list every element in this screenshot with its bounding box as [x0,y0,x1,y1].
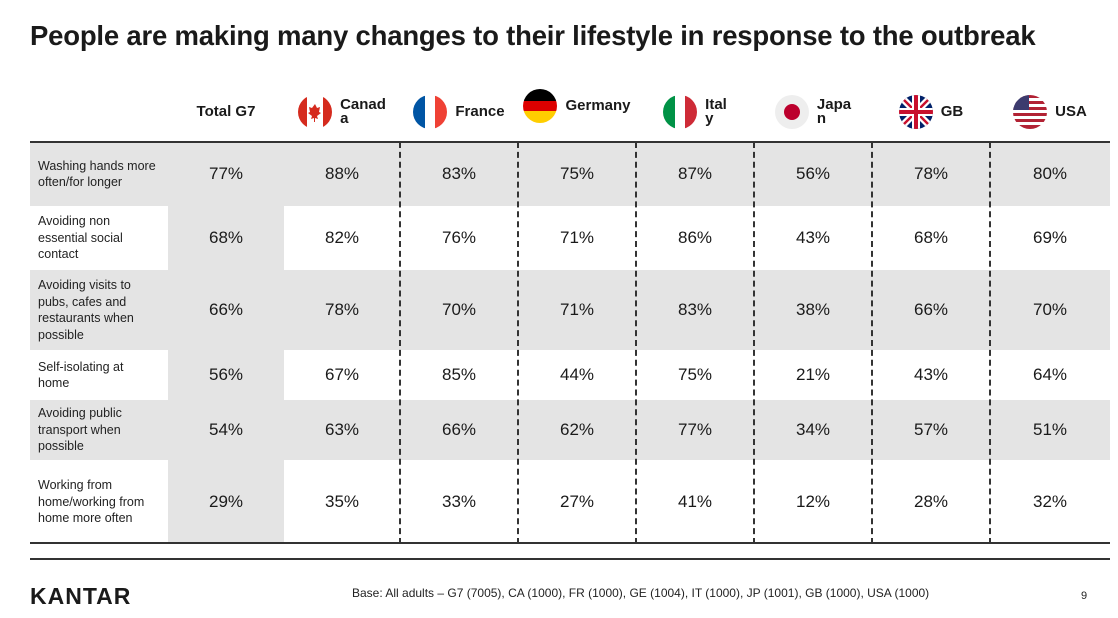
column-separator [399,142,401,544]
table-cell: 66% [208,300,244,319]
table-bottom-divider [30,542,1110,544]
table-cell: 75% [677,365,713,384]
table-cell: 80% [1032,164,1068,183]
table-cell: 21% [795,365,831,384]
france-flag-icon [413,95,448,129]
table-cell: 67% [324,365,360,384]
table-cell: 32% [1032,492,1068,511]
header-divider [30,141,1110,143]
page-title: People are making many changes to their … [30,20,1036,51]
table-cell: 85% [441,365,477,384]
column-header-label: France [455,103,505,120]
table-cell: 54% [208,420,244,439]
table-cell: 71% [559,228,595,247]
row-label: Avoiding non essential social contact [38,214,123,262]
uk-flag-icon [898,95,933,129]
column-header-label: Ital y [705,96,727,127]
table-cell: 35% [324,492,360,511]
column-header: GB [872,82,990,142]
table-cell: 83% [441,164,477,183]
table-cell: 43% [913,365,949,384]
table-cell: 68% [913,228,949,247]
table-cell: 56% [208,365,244,384]
table-cell: 51% [1032,420,1068,439]
table-cell: 78% [913,164,949,183]
column-header-label: Japa n [816,96,852,127]
kantar-logo: KANTAR [30,583,132,609]
table-cell: 78% [324,300,360,319]
column-separator [635,142,637,544]
column-separator [989,142,991,544]
page-number: 9 [1081,590,1088,602]
column-separator [871,142,873,544]
column-header-label: Total G7 [196,103,256,120]
row-label: Avoiding public transport when possible [38,406,122,454]
table-cell: 69% [1032,228,1068,247]
row-label: Washing hands more often/for longer [38,158,156,190]
table-cell: 62% [559,420,595,439]
table-cell: 34% [795,420,831,439]
column-header-label: GB [940,103,964,120]
table-cell: 82% [324,228,360,247]
footer-divider [30,558,1110,560]
table-cell: 86% [677,228,713,247]
table-cell: 41% [677,492,713,511]
table-cell: 27% [559,492,595,511]
table-cell: 44% [559,365,595,384]
table-cell: 77% [677,420,713,439]
japan-flag-icon [774,95,809,129]
column-header: France [400,82,518,142]
table-cell: 87% [677,164,713,183]
row-label: Working from home/working from home more… [38,478,145,526]
row-label: Avoiding visits to pubs, cafes and resta… [38,278,134,342]
column-header-label: Germany [565,97,631,114]
table-cell: 33% [441,492,477,511]
table-cell: 64% [1032,365,1068,384]
results-table: Total G7 Canad a France Germany Ital y Japa n GB U… [30,82,1110,545]
germany-flag-icon [523,89,558,123]
table-cell: 83% [677,300,713,319]
table-cell: 68% [208,228,244,247]
table-cell: 76% [441,228,477,247]
column-header-label: Canad a [340,96,386,127]
table-cell: 43% [795,228,831,247]
table-cell: 88% [324,164,360,183]
table-cell: 71% [559,300,595,319]
column-header: Canad a [284,82,400,142]
table-cell: 56% [795,164,831,183]
table-cell: 12% [795,492,831,511]
table-cell: 75% [559,164,595,183]
italy-flag-icon [663,95,698,129]
total-column-shading [168,142,284,544]
table-cell: 29% [208,492,244,511]
column-header: Ital y [636,82,754,142]
table-cell: 70% [441,300,477,319]
column-header: Germany [518,76,636,136]
column-header: Japa n [754,82,872,142]
column-separator [517,142,519,544]
table-cell: 28% [913,492,949,511]
canada-flag-icon [298,95,333,129]
base-note: Base: All adults – G7 (7005), CA (1000),… [352,586,930,600]
table-cell: 63% [324,420,360,439]
table-cell: 66% [441,420,477,439]
column-header: Total G7 [168,82,284,142]
table-cell: 70% [1032,300,1068,319]
table-cell: 57% [913,420,949,439]
table-cell: 38% [795,300,831,319]
usa-flag-icon [1013,95,1048,129]
column-header: USA [990,82,1110,142]
column-separator [753,142,755,544]
table-cell: 77% [208,164,244,183]
column-header-label: USA [1055,103,1087,120]
table-cell: 66% [913,300,949,319]
row-label: Self-isolating at home [38,359,124,391]
